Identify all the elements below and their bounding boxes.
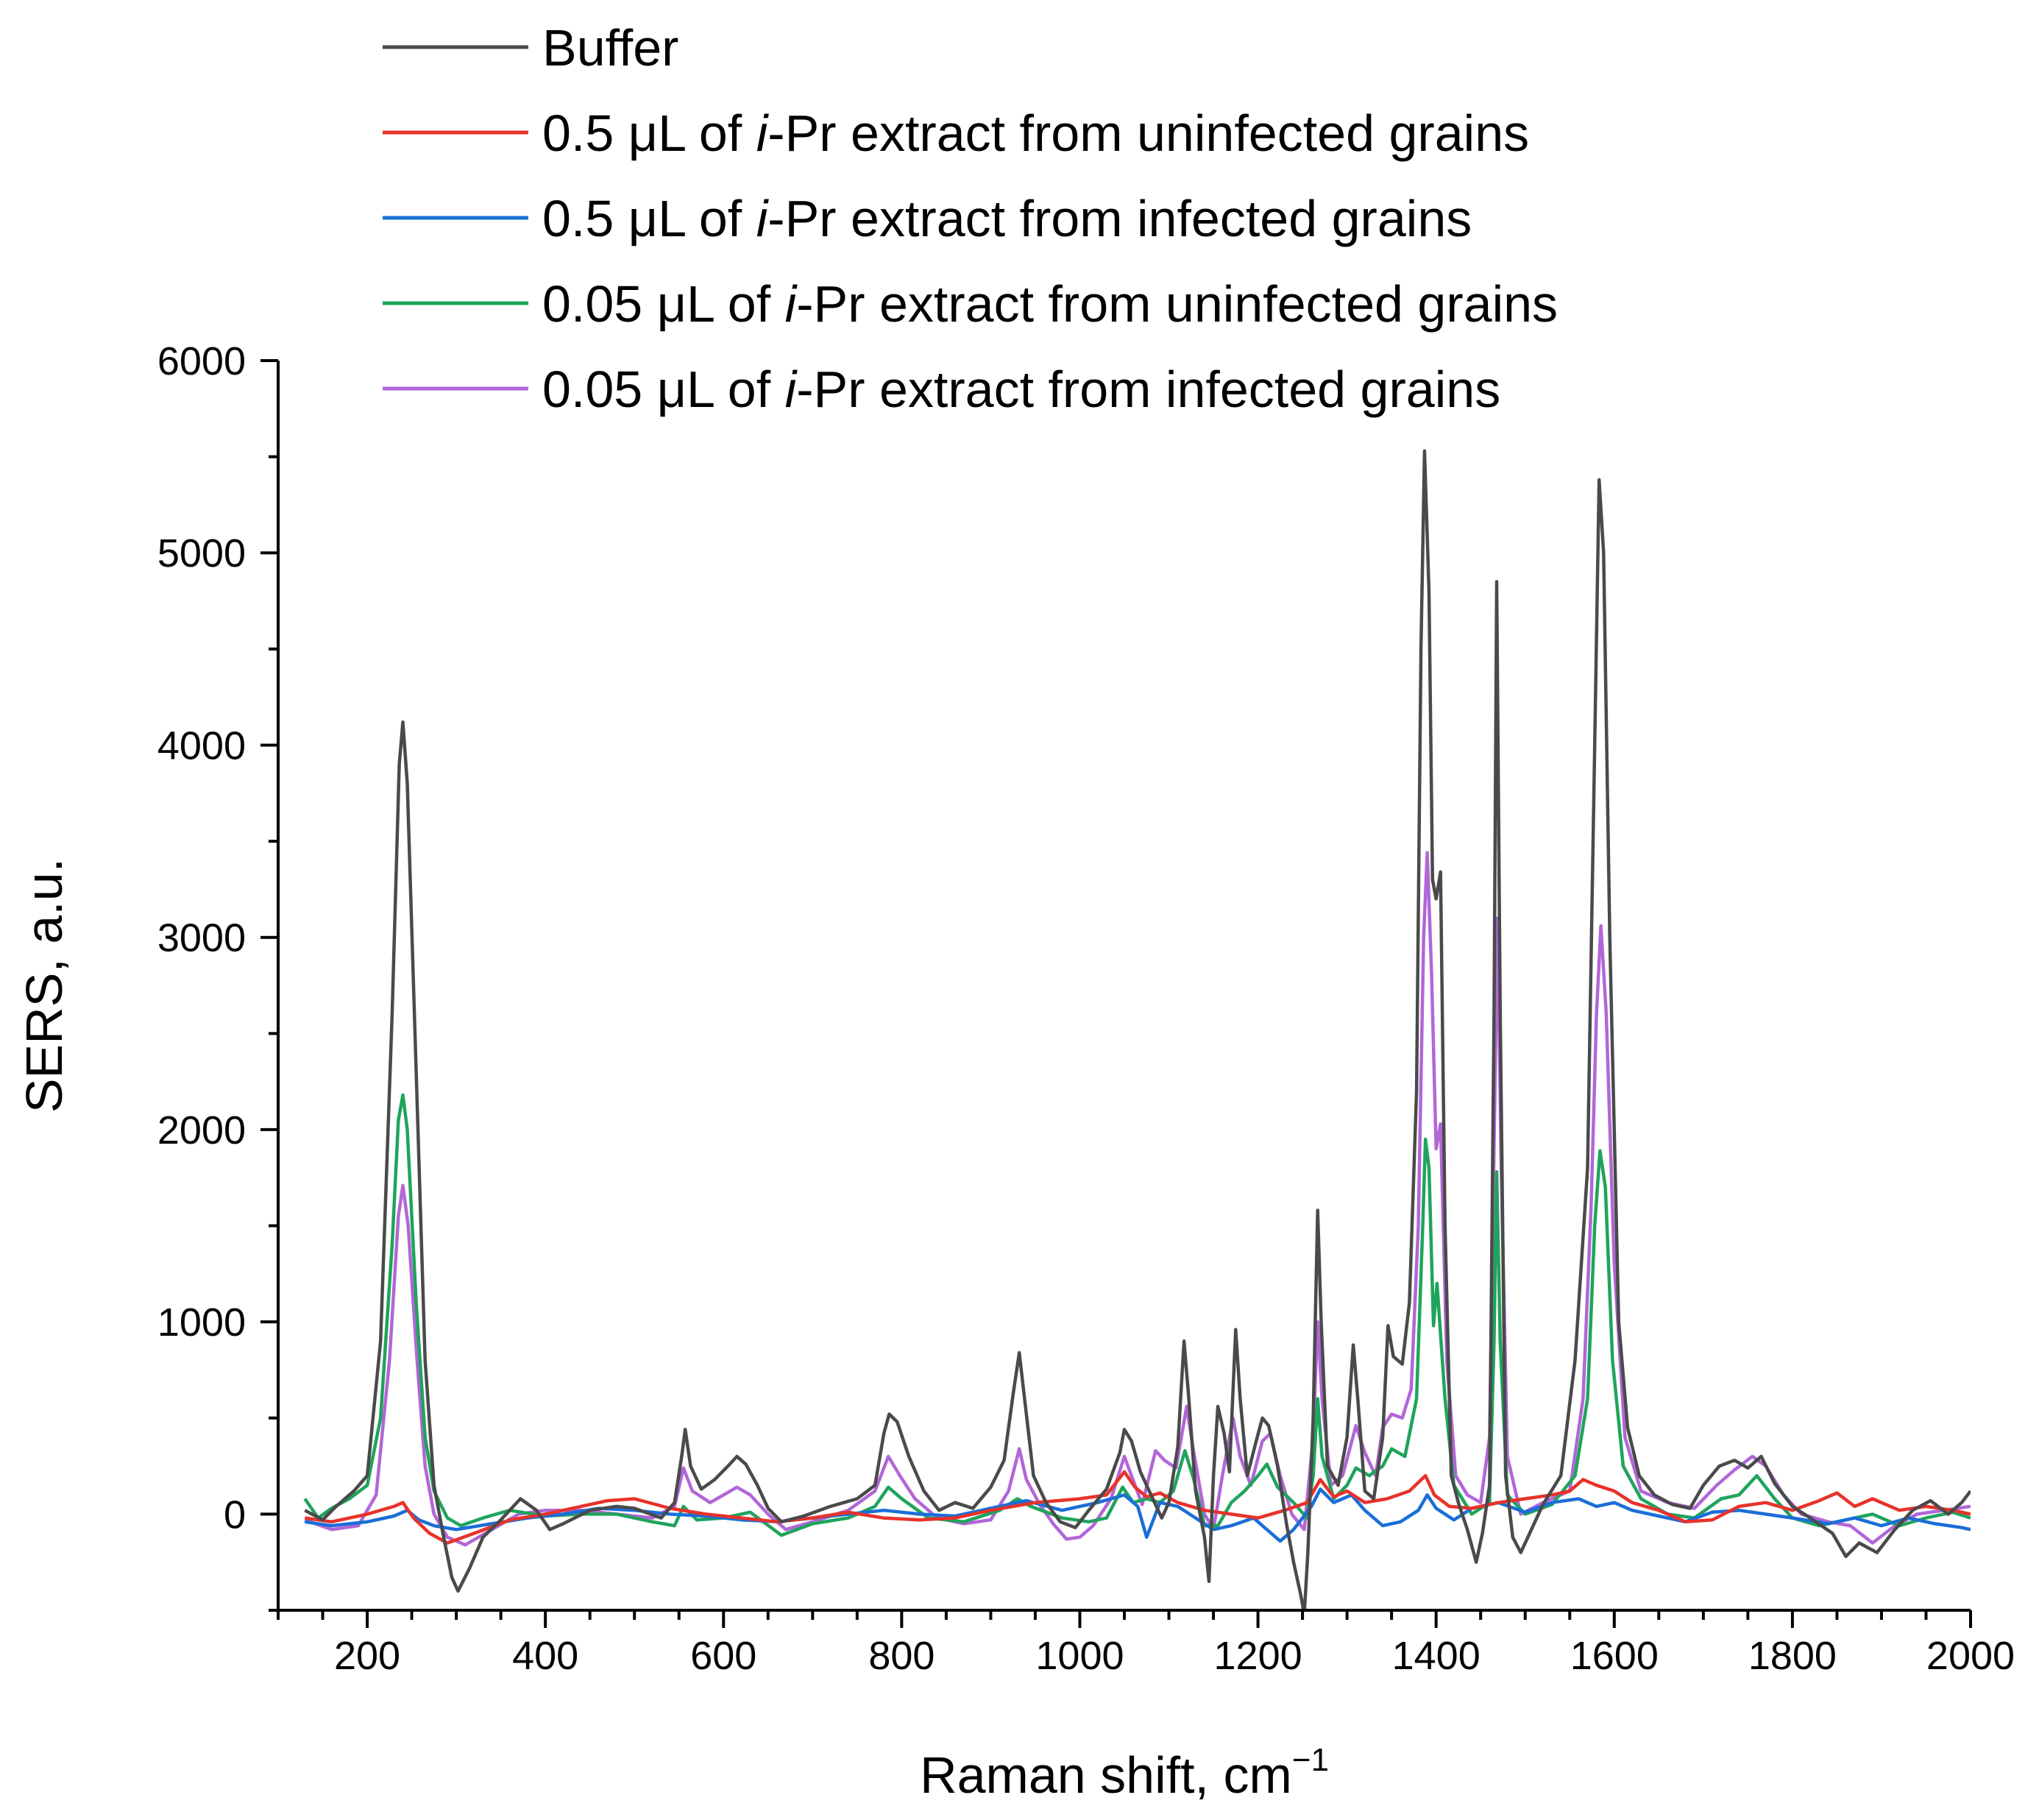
y-axis-title: SERS, a.u. [15,858,73,1113]
legend: Buffer 0.5 μL of i-Pr extract from uninfe… [383,19,1558,418]
series-line-3 [303,1093,1971,1537]
y-tick-label: 0 [224,1493,246,1537]
y-tick-label: 2000 [157,1108,246,1152]
x-tick-label: 1400 [1392,1634,1481,1678]
y-tick-label: 3000 [157,916,246,960]
x-tick-label: 400 [512,1634,578,1678]
legend-label-2: 0.5 μL of i-Pr extract from infected gra… [542,190,1472,247]
x-tick-label: 200 [334,1634,400,1678]
x-tick-label: 1200 [1214,1634,1302,1678]
x-tick-label: 800 [868,1634,935,1678]
y-tick-label: 6000 [157,339,246,383]
x-axis-title: Raman shift, cm−1 [920,1742,1329,1804]
plot-lines [303,449,1971,1610]
x-ticks: 200 400 600 800 1000 1200 1400 1600 1800 2000 [277,1610,2015,1678]
series-line-4 [304,851,1971,1547]
legend-label-1: 0.5 μL of i-Pr extract from uninfected g… [542,105,1529,162]
series-line-1 [304,1470,1971,1545]
legend-label-4: 0.05 μL of i-Pr extract from infected gr… [542,361,1500,418]
axes [277,361,1971,1612]
legend-label-3: 0.05 μL of i-Pr extract from uninfected … [542,275,1558,333]
x-tick-label: 1000 [1035,1634,1124,1678]
series-line-0 [304,449,1971,1610]
x-tick-label: 600 [690,1634,756,1678]
x-tick-label: 1800 [1748,1634,1837,1678]
y-tick-label: 4000 [157,723,246,768]
legend-label-0: Buffer [542,19,679,77]
x-tick-label: 2000 [1926,1634,2015,1678]
series-line-2 [304,1487,1971,1543]
y-tick-label: 1000 [157,1300,246,1345]
x-tick-label: 1600 [1570,1634,1659,1678]
y-tick-label: 5000 [157,531,246,576]
y-ticks: 0 1000 2000 3000 4000 5000 6000 [157,339,278,1612]
